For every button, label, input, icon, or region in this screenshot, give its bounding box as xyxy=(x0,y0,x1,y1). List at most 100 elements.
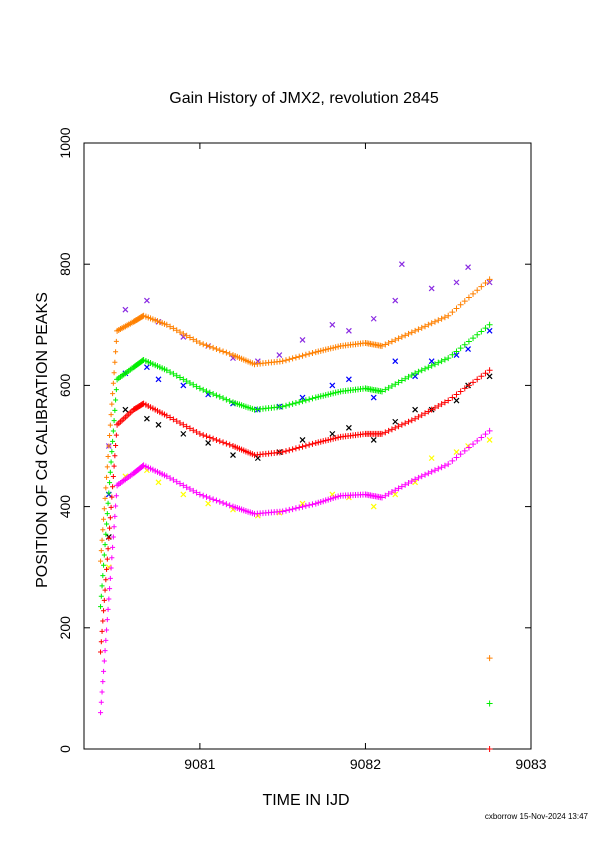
fit-marker xyxy=(177,374,184,381)
fit-marker xyxy=(392,381,399,388)
fit-marker xyxy=(193,338,200,345)
fit-marker xyxy=(104,566,110,572)
fit-marker xyxy=(412,370,419,377)
fit-marker xyxy=(177,419,184,426)
scatter-point xyxy=(486,279,493,286)
fit-marker xyxy=(226,350,233,357)
fit-marker xyxy=(289,355,296,362)
fit-marker xyxy=(98,639,104,645)
fit-marker xyxy=(139,401,146,408)
fit-marker xyxy=(98,649,104,655)
fit-marker xyxy=(203,433,210,440)
fit-marker xyxy=(474,376,481,383)
fit-marker xyxy=(482,279,489,286)
fit-marker xyxy=(422,410,429,417)
fit-marker xyxy=(465,294,472,301)
fit-marker xyxy=(104,556,110,562)
fit-marker xyxy=(282,402,289,409)
fit-marker xyxy=(392,424,399,431)
fit-marker xyxy=(108,459,114,465)
fit-marker xyxy=(398,377,405,384)
fit-marker xyxy=(112,513,118,519)
fit-marker xyxy=(173,372,180,379)
fit-marker xyxy=(108,504,114,510)
fit-marker xyxy=(465,382,472,389)
fit-marker xyxy=(103,485,109,491)
fit-marker xyxy=(385,384,392,391)
fit-marker xyxy=(186,425,193,432)
fit-marker xyxy=(200,341,207,348)
y-tick-label: 1000 xyxy=(57,127,73,158)
fit-marker xyxy=(110,438,116,444)
fit-marker xyxy=(292,399,299,406)
fit-marker xyxy=(104,464,110,470)
fit-marker xyxy=(445,461,452,468)
fit-marker xyxy=(167,369,174,376)
fit-marker xyxy=(453,454,460,461)
fit-marker xyxy=(286,356,293,363)
fit-marker xyxy=(441,314,448,321)
fit-marker xyxy=(100,573,106,579)
fit-marker xyxy=(282,507,289,514)
fit-marker xyxy=(102,495,108,501)
fit-marker xyxy=(226,397,233,404)
fit-marker xyxy=(306,502,313,509)
fit-marker xyxy=(457,451,464,458)
fit-marker xyxy=(395,423,402,430)
scatter-point xyxy=(453,352,460,359)
fit-marker xyxy=(180,421,187,428)
fit-marker xyxy=(412,415,419,422)
fit-marker xyxy=(282,357,289,364)
fit-marker xyxy=(431,318,438,325)
fit-marker xyxy=(101,658,107,664)
fit-marker xyxy=(402,420,409,427)
fit-marker xyxy=(113,338,119,344)
fit-marker xyxy=(213,497,220,504)
fit-marker xyxy=(186,379,193,386)
fit-marker xyxy=(105,606,111,612)
fit-marker xyxy=(482,431,489,438)
isolated-marker xyxy=(486,655,493,662)
fit-marker xyxy=(453,348,460,355)
scatter-point xyxy=(276,352,283,359)
fit-marker xyxy=(167,414,174,421)
fit-marker xyxy=(486,321,493,328)
fit-marker xyxy=(486,367,493,374)
fit-marker xyxy=(220,395,227,402)
fit-marker xyxy=(104,521,110,527)
fit-marker xyxy=(220,499,227,506)
scatter-point xyxy=(122,406,129,413)
fit-marker xyxy=(102,587,108,593)
fit-marker xyxy=(415,326,422,333)
fit-marker xyxy=(206,434,213,441)
fit-marker xyxy=(395,379,402,386)
fit-marker xyxy=(101,597,107,603)
fit-marker xyxy=(98,710,104,716)
fit-marker xyxy=(428,406,435,413)
fit-marker xyxy=(402,481,409,488)
fit-marker xyxy=(170,370,177,377)
fit-marker xyxy=(457,301,464,308)
scatter-point xyxy=(122,306,129,313)
fit-marker xyxy=(98,604,104,610)
fit-marker xyxy=(296,399,303,406)
fit-marker xyxy=(478,283,485,290)
scatter-point xyxy=(143,415,150,422)
fit-marker xyxy=(309,440,316,447)
fit-marker xyxy=(213,392,220,399)
scatter-point xyxy=(428,358,435,365)
scatter-point xyxy=(299,500,306,507)
fit-marker xyxy=(289,400,296,407)
fit-marker xyxy=(112,407,118,413)
fit-marker xyxy=(180,330,187,337)
fit-marker xyxy=(470,290,477,297)
fit-marker xyxy=(422,323,429,330)
fit-marker xyxy=(196,491,203,498)
fit-marker xyxy=(449,351,456,358)
fit-marker xyxy=(382,341,389,348)
fit-marker xyxy=(111,370,117,376)
fit-marker xyxy=(110,544,116,550)
fit-marker xyxy=(100,679,106,685)
fit-marker xyxy=(299,503,306,510)
